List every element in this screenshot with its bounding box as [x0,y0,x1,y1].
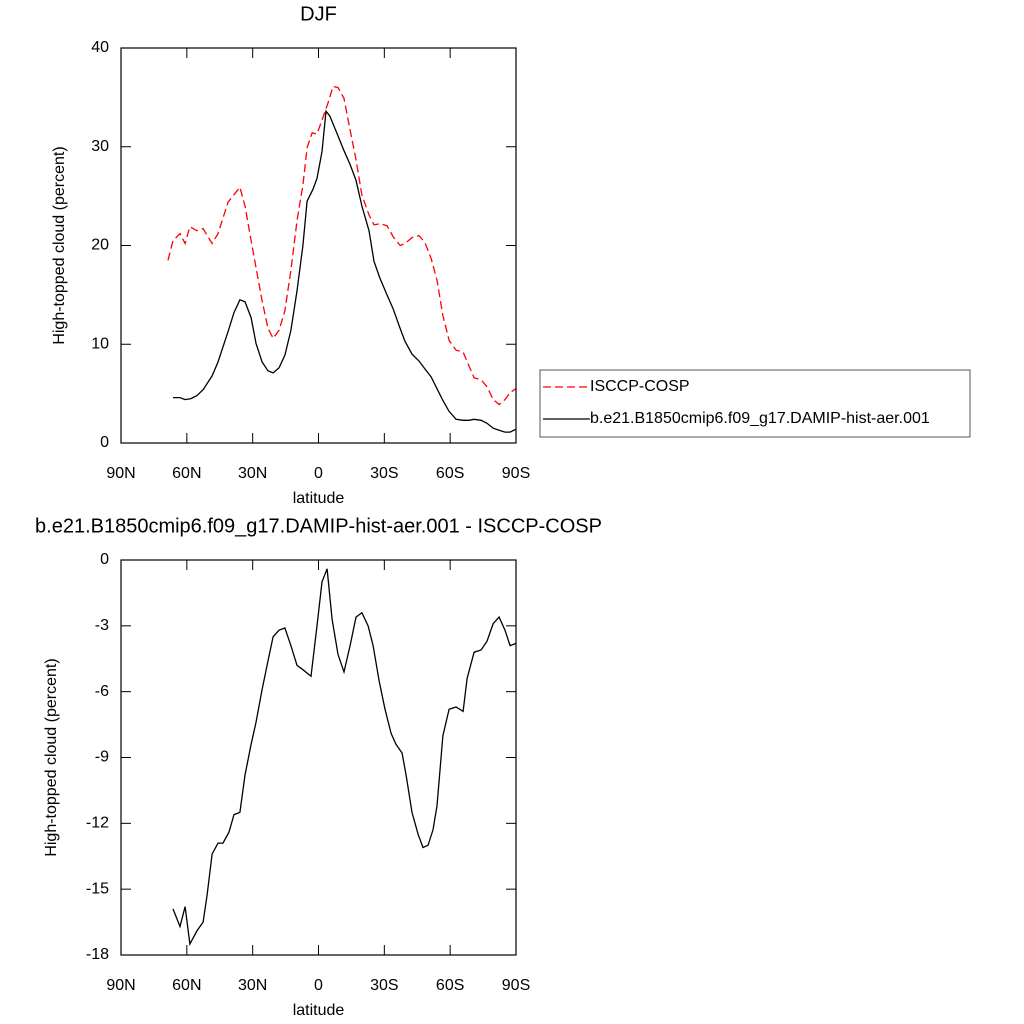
y-tick-label: 30 [91,138,109,155]
y-tick-label: 20 [91,237,109,254]
y-tick-label: -12 [86,815,109,832]
x-tick-label: 90S [502,977,530,994]
y-axis-label: High-topped cloud (percent) [43,658,60,856]
x-tick-label: 60N [172,977,201,994]
x-tick-label: 30S [370,977,398,994]
x-tick-label: 90N [106,465,135,482]
legend-label: ISCCP-COSP [590,378,690,395]
y-tick-label: -15 [86,880,109,897]
legend-box [539,369,971,438]
x-tick-label: 90S [502,465,530,482]
y-tick-label: 40 [91,39,109,56]
series-line [167,85,517,406]
chart-title: b.e21.B1850cmip6.f09_g17.DAMIP-hist-aer.… [35,515,602,537]
x-tick-label: 30N [238,977,267,994]
y-axis-label: High-topped cloud (percent) [51,146,68,344]
series-line [173,109,517,433]
x-tick-label: 60S [436,977,464,994]
x-tick-label: 90N [106,977,135,994]
y-tick-label: 0 [100,551,109,568]
series-line [172,568,517,947]
x-axis-label: latitude [293,1002,345,1019]
legend-label: b.e21.B1850cmip6.f09_g17.DAMIP-hist-aer.… [590,410,930,427]
x-tick-label: 30S [370,465,398,482]
x-tick-label: 0 [314,465,323,482]
y-tick-label: -3 [95,617,109,634]
x-tick-label: 30N [238,465,267,482]
y-tick-label: -9 [95,749,109,766]
x-axis-label: latitude [293,490,345,507]
y-tick-label: -6 [95,683,109,700]
x-tick-label: 0 [314,977,323,994]
plot-frame [120,559,517,956]
y-tick-label: 0 [100,434,109,451]
chart-title: DJF [300,3,337,25]
plot-frame [120,47,517,444]
y-tick-label: -18 [86,946,109,963]
x-tick-label: 60S [436,465,464,482]
y-tick-label: 10 [91,335,109,352]
x-tick-label: 60N [172,465,201,482]
